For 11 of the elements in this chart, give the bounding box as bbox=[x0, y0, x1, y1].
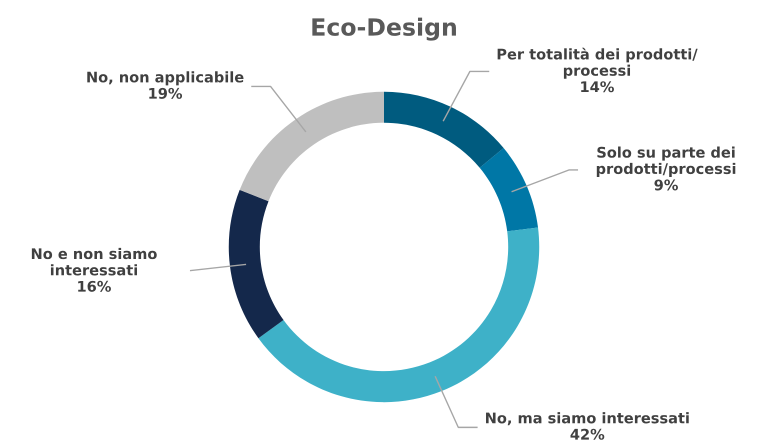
data-label: 42% bbox=[570, 428, 604, 440]
slice-label: No, ma siamo interessati bbox=[486, 412, 689, 426]
data-label: 14% bbox=[581, 81, 614, 92]
slice-label: Per totalità dei prodotti/ processi bbox=[498, 48, 698, 79]
slice-label: No e non siamo interessati bbox=[32, 248, 157, 276]
slice-label: No, non applicabile bbox=[87, 71, 244, 86]
data-label: 19% bbox=[149, 88, 182, 99]
data-label: 16% bbox=[78, 280, 111, 292]
chart-title: Eco-Design bbox=[312, 18, 456, 41]
slice-label: Solo su parte dei prodotti/processi bbox=[596, 146, 736, 177]
data-label: 9% bbox=[654, 179, 678, 190]
